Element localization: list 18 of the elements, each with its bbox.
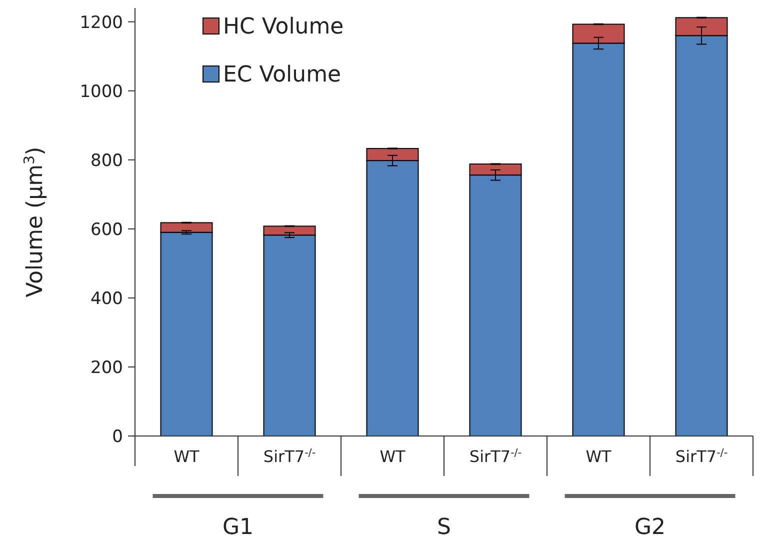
x-tick-label: SirT7$^{-/-}$ [675, 447, 728, 466]
y-tick-label: 1000 [80, 82, 123, 102]
x-tick-label: WT [380, 447, 406, 466]
text: S [437, 515, 451, 539]
y-tick-label: 1200 [80, 12, 123, 33]
y-tick-label: 0 [112, 426, 123, 447]
x-tick-label: WT [586, 447, 612, 466]
y-tick-label: 800 [90, 150, 123, 171]
y-tick-label: 400 [90, 288, 123, 309]
legend-label: EC Volume [223, 62, 342, 88]
legend-label: HC Volume [223, 14, 344, 40]
text: G2 [634, 515, 666, 539]
text: G1 [222, 515, 254, 539]
x-tick-label: WT [174, 447, 200, 466]
x-tick-label: SirT7$^{-/-}$ [263, 447, 316, 466]
y-tick-label: 600 [90, 220, 123, 240]
y-tick-label: 200 [90, 358, 123, 378]
x-tick-label: SirT7$^{-/-}$ [469, 447, 522, 466]
